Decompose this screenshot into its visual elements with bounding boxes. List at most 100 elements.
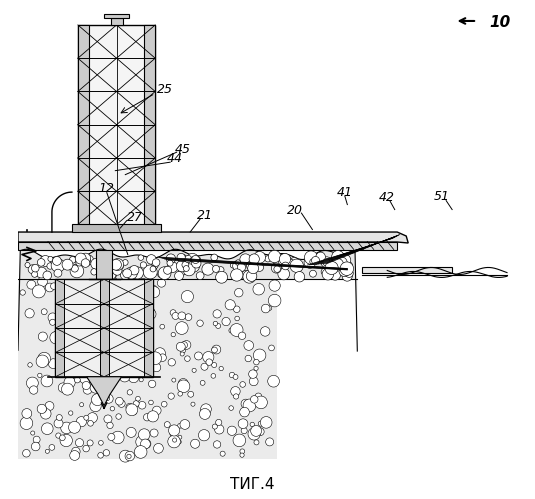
- Circle shape: [290, 257, 299, 266]
- Circle shape: [241, 399, 250, 409]
- Circle shape: [72, 447, 80, 456]
- Circle shape: [124, 351, 129, 357]
- Circle shape: [212, 265, 219, 272]
- Circle shape: [206, 359, 212, 365]
- Circle shape: [125, 451, 135, 461]
- Circle shape: [254, 440, 259, 445]
- Circle shape: [134, 446, 147, 458]
- Circle shape: [120, 270, 130, 280]
- Bar: [104, 14, 129, 18]
- Circle shape: [110, 407, 114, 411]
- Circle shape: [164, 422, 170, 428]
- Circle shape: [110, 346, 120, 356]
- Circle shape: [216, 419, 222, 426]
- Circle shape: [192, 368, 196, 372]
- Circle shape: [248, 263, 258, 273]
- Circle shape: [75, 312, 82, 319]
- Circle shape: [103, 368, 110, 375]
- Circle shape: [51, 258, 65, 272]
- Circle shape: [126, 428, 136, 437]
- Circle shape: [152, 259, 160, 266]
- Circle shape: [215, 425, 224, 434]
- Circle shape: [305, 256, 310, 262]
- Circle shape: [200, 409, 210, 419]
- Circle shape: [160, 324, 165, 329]
- Circle shape: [238, 419, 248, 429]
- Circle shape: [198, 430, 210, 441]
- Circle shape: [331, 258, 343, 271]
- Circle shape: [87, 370, 96, 380]
- Text: 44: 44: [167, 152, 183, 165]
- Circle shape: [129, 265, 139, 275]
- Circle shape: [142, 439, 151, 448]
- Circle shape: [71, 265, 78, 272]
- Circle shape: [230, 323, 243, 336]
- Circle shape: [37, 404, 47, 414]
- Circle shape: [68, 411, 73, 415]
- Circle shape: [339, 254, 351, 266]
- Circle shape: [253, 349, 266, 362]
- Circle shape: [143, 414, 151, 421]
- Circle shape: [185, 356, 190, 361]
- Circle shape: [213, 310, 221, 318]
- Circle shape: [149, 286, 160, 298]
- Circle shape: [321, 268, 328, 275]
- Circle shape: [278, 266, 285, 273]
- Circle shape: [218, 266, 224, 273]
- Circle shape: [56, 415, 62, 421]
- Circle shape: [54, 419, 63, 428]
- Circle shape: [72, 313, 85, 326]
- Circle shape: [87, 440, 93, 446]
- Text: ΤИГ.4: ΤИГ.4: [230, 477, 275, 492]
- Circle shape: [241, 270, 250, 279]
- Circle shape: [258, 421, 263, 426]
- Circle shape: [170, 432, 174, 436]
- Circle shape: [343, 261, 353, 271]
- Bar: [56, 279, 152, 377]
- Circle shape: [104, 394, 113, 403]
- Circle shape: [240, 254, 251, 265]
- Text: 20: 20: [287, 204, 303, 217]
- Circle shape: [47, 263, 54, 269]
- Circle shape: [104, 314, 114, 324]
- Circle shape: [59, 435, 65, 441]
- Circle shape: [108, 304, 114, 309]
- Circle shape: [177, 440, 181, 444]
- Circle shape: [73, 317, 80, 324]
- Circle shape: [219, 366, 223, 371]
- Circle shape: [235, 260, 241, 265]
- Text: 21: 21: [197, 209, 213, 222]
- Circle shape: [281, 262, 289, 270]
- Circle shape: [179, 254, 187, 261]
- Circle shape: [125, 267, 137, 279]
- Circle shape: [108, 434, 115, 441]
- Circle shape: [146, 309, 156, 319]
- Circle shape: [243, 270, 256, 283]
- Circle shape: [53, 330, 62, 340]
- Circle shape: [62, 259, 73, 270]
- Circle shape: [87, 413, 97, 423]
- Circle shape: [174, 271, 184, 280]
- Circle shape: [168, 359, 175, 366]
- Circle shape: [178, 267, 186, 275]
- Circle shape: [83, 445, 89, 452]
- Circle shape: [60, 434, 72, 447]
- Circle shape: [309, 270, 316, 277]
- Circle shape: [239, 332, 246, 339]
- Circle shape: [79, 329, 91, 341]
- Circle shape: [50, 319, 56, 325]
- Circle shape: [241, 428, 247, 434]
- Circle shape: [48, 256, 53, 261]
- Circle shape: [100, 291, 103, 295]
- Circle shape: [43, 271, 51, 280]
- Polygon shape: [18, 279, 278, 459]
- Text: 12: 12: [99, 182, 115, 195]
- Circle shape: [312, 258, 318, 263]
- Circle shape: [316, 252, 325, 261]
- Circle shape: [254, 359, 259, 365]
- Circle shape: [158, 267, 171, 279]
- Circle shape: [192, 255, 200, 263]
- Circle shape: [123, 259, 128, 265]
- Bar: [96, 250, 112, 279]
- Circle shape: [182, 261, 189, 268]
